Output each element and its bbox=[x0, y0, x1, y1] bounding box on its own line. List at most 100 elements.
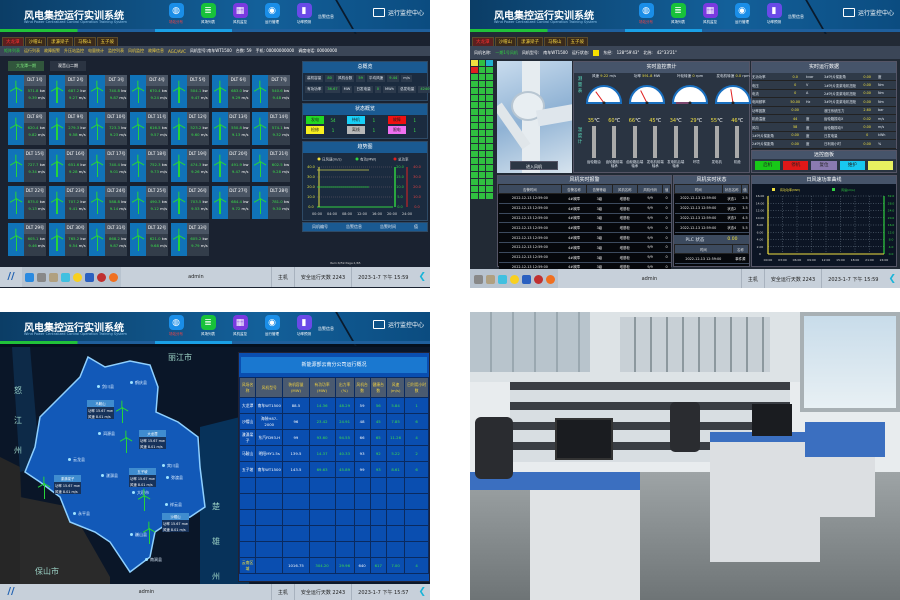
turbine-tile[interactable]: DLT 17号 740.4 kw 9.01 m/s bbox=[89, 149, 128, 182]
remote-button[interactable]: 停机 bbox=[783, 161, 809, 170]
turbine-selector-cell[interactable] bbox=[486, 74, 493, 80]
document-icon[interactable] bbox=[85, 272, 94, 282]
table-row[interactable]: 漾濞梁子 东汽FD93-H 99 93.60 94.55 66 65 11.26 4 bbox=[238, 429, 429, 446]
turbine-selector-cell[interactable] bbox=[478, 74, 486, 80]
turbine-tile[interactable]: DLT 6号 683.0 kw 9.29 m/s bbox=[211, 75, 250, 108]
nav-item-4[interactable]: ▮ 功率预测 bbox=[296, 3, 312, 25]
nav-item-1[interactable]: ≣ 风场列表 bbox=[670, 3, 686, 25]
turbine-selector-cell[interactable] bbox=[478, 137, 486, 143]
table-row[interactable]: 2022-12-13 12:59:00 4#故障 3级 塔基柜 9/9 0 bbox=[498, 252, 671, 263]
turbine-tile[interactable]: DLT 24号 588.8 kw 9.14 m/s bbox=[89, 186, 128, 219]
tools-icon[interactable] bbox=[486, 274, 495, 284]
turbine-tile[interactable]: DLT 21号 602.5 kw 9.28 m/s bbox=[252, 149, 291, 182]
turbine-selector-cell[interactable] bbox=[471, 109, 478, 115]
table-row[interactable]: 2022-12-13 12:59:00 状态2 3.5 bbox=[674, 203, 749, 214]
nav-item-0[interactable]: ◍ 场站分布 bbox=[168, 315, 184, 337]
turbine-tile[interactable]: DLT 15号 727.7 kw 9.34 m/s bbox=[8, 149, 46, 182]
turbine-selector-cell[interactable] bbox=[478, 123, 486, 129]
status-item[interactable]: 待机 1 bbox=[344, 115, 385, 125]
status-item[interactable]: 离线 1 bbox=[344, 125, 385, 135]
turbine-selector-cell[interactable] bbox=[471, 81, 478, 87]
pointer-icon[interactable] bbox=[37, 272, 46, 282]
orange-ball-icon[interactable] bbox=[109, 272, 118, 282]
turbine-selector-cell[interactable] bbox=[478, 144, 486, 150]
chevron-left-icon[interactable]: ❮ bbox=[418, 587, 426, 597]
turbine-selector-cell[interactable] bbox=[471, 74, 478, 80]
turbine-tile[interactable]: DLT 20号 491.9 kw 9.47 m/s bbox=[211, 149, 250, 182]
table-row[interactable]: 2022-12-13 12:59:00 4#故障 3级 塔基柜 9/9 0 bbox=[498, 262, 671, 273]
turbine-selector-cell[interactable] bbox=[478, 88, 486, 94]
table-row[interactable]: 大龙潭 南车WT1500 88.5 14.36 48.29 59 56 5.84 1 bbox=[238, 397, 429, 414]
turbine-selector-cell[interactable] bbox=[471, 130, 478, 136]
turbine-selector-cell[interactable] bbox=[471, 137, 478, 143]
turbine-selector-cell[interactable] bbox=[478, 130, 486, 136]
turbine-selector-cell[interactable] bbox=[486, 137, 493, 143]
tab-phase-1[interactable]: 大龙潭一期 bbox=[8, 61, 44, 71]
tab-phase-2[interactable]: 观音山二期 bbox=[50, 61, 86, 71]
turbine-selector-cell[interactable] bbox=[471, 193, 478, 199]
turbine-tile[interactable]: DLT 19号 474.3 kw 9.26 m/s bbox=[170, 149, 209, 182]
monitor-icon[interactable] bbox=[61, 272, 70, 282]
turbine-selector-cell[interactable] bbox=[478, 109, 486, 115]
enter-turbine-button[interactable]: 进入风机 bbox=[510, 161, 558, 170]
pointer-icon[interactable] bbox=[474, 274, 483, 284]
bulb-icon[interactable] bbox=[73, 272, 82, 282]
turbine-selector-cell[interactable] bbox=[478, 81, 486, 87]
status-item[interactable]: 检修 1 bbox=[303, 125, 344, 135]
nav-item-1[interactable]: ≣ 风场列表 bbox=[200, 3, 216, 25]
turbine-selector-cell[interactable] bbox=[478, 67, 486, 73]
status-item[interactable]: 发电 54 bbox=[303, 115, 344, 125]
turbine-selector-cell[interactable] bbox=[486, 60, 493, 66]
turbine-tile[interactable]: DLT 7号 540.6 kw 9.48 m/s bbox=[252, 75, 291, 108]
monitor-center-button[interactable]: 运行监控中心 bbox=[372, 8, 424, 17]
turbine-tile[interactable]: DLT 31号 868.2 kw 9.87 m/s bbox=[89, 223, 128, 256]
document-icon[interactable] bbox=[522, 274, 531, 284]
turbine-tile[interactable]: DLT 5号 504.1 kw 9.47 m/s bbox=[170, 75, 209, 108]
pager[interactable]: Item:6/59 Page:1/65 bbox=[330, 261, 361, 265]
remote-button[interactable]: 复位 bbox=[811, 161, 837, 170]
turbine-selector-cell[interactable] bbox=[486, 186, 493, 192]
turbine-tile[interactable]: DLT 25号 490.3 kw 9.12 m/s bbox=[130, 186, 169, 219]
browser-icon[interactable] bbox=[97, 272, 106, 282]
start-logo[interactable]: // bbox=[0, 267, 22, 287]
remote-button[interactable]: 维护 bbox=[839, 161, 865, 170]
turbine-selector-cell[interactable] bbox=[478, 116, 486, 122]
turbine-selector-cell[interactable] bbox=[478, 151, 486, 157]
turbine-selector-cell[interactable] bbox=[486, 193, 493, 199]
turbine-selector-cell[interactable] bbox=[471, 158, 478, 164]
turbine-selector-cell[interactable] bbox=[486, 130, 493, 136]
turbine-selector-cell[interactable] bbox=[471, 144, 478, 150]
windows-icon[interactable] bbox=[25, 272, 34, 282]
status-item[interactable]: 故障 1 bbox=[385, 115, 426, 125]
turbine-tile[interactable]: DLT 23号 707.2 kw 9.41 m/s bbox=[48, 186, 87, 219]
turbine-selector-cell[interactable] bbox=[471, 123, 478, 129]
chevron-left-icon[interactable]: ❮ bbox=[418, 272, 426, 282]
bulb-icon[interactable] bbox=[510, 274, 519, 284]
turbine-selector-cell[interactable] bbox=[486, 158, 493, 164]
nav-item-0[interactable]: ◍ 场站分布 bbox=[168, 3, 184, 25]
alarm-info-link[interactable]: 告警信息 bbox=[318, 326, 334, 331]
orange-ball-icon[interactable] bbox=[546, 274, 555, 284]
tools-icon[interactable] bbox=[49, 272, 58, 282]
nav-link-6[interactable]: 风机监控 bbox=[128, 48, 144, 53]
monitor-icon[interactable] bbox=[498, 274, 507, 284]
turbine-tile[interactable]: DLT 4号 670.4 kw 9.24 m/s bbox=[130, 75, 169, 108]
turbine-selector-cell[interactable] bbox=[486, 151, 493, 157]
nav-link-2[interactable]: 故障报警 bbox=[44, 48, 60, 53]
turbine-tile[interactable]: DLT 2号 687.2 kw 9.27 m/s bbox=[48, 75, 87, 108]
turbine-selector-cell[interactable] bbox=[478, 60, 486, 66]
turbine-selector-cell[interactable] bbox=[486, 67, 493, 73]
turbine-selector-cell[interactable] bbox=[486, 81, 493, 87]
table-row[interactable]: 2022-12-13 12:59:00 4#故障 3级 塔基柜 9/9 0 bbox=[498, 222, 671, 234]
nav-item-2[interactable]: ▦ 风机监控 bbox=[232, 3, 248, 25]
table-row[interactable]: 2022-12-13 12:59:00 4#故障 3级 塔基柜 9/9 0 bbox=[498, 232, 671, 243]
alarm-info-link[interactable]: 告警信息 bbox=[318, 14, 334, 19]
remote-button[interactable]: 启机 bbox=[755, 161, 781, 170]
turbine-selector-cell[interactable] bbox=[486, 109, 493, 115]
turbine-selector-cell[interactable] bbox=[471, 67, 478, 73]
turbine-tile[interactable]: DLT 12号 523.2 kw 9.60 m/s bbox=[170, 112, 209, 145]
nav-link-8[interactable]: AGC/AVC bbox=[168, 48, 186, 54]
nav-link-3[interactable]: 升压站监控 bbox=[64, 48, 84, 53]
turbine-selector-cell[interactable] bbox=[486, 116, 493, 122]
nav-item-3[interactable]: ◉ 运行管理 bbox=[734, 3, 750, 25]
